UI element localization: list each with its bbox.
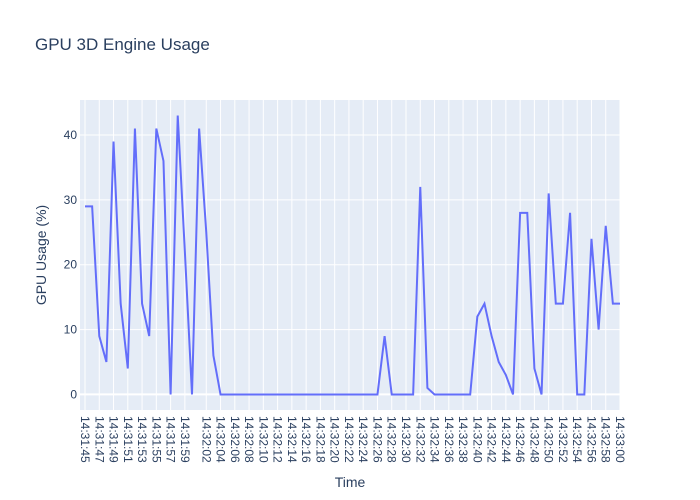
series-line [85, 115, 620, 396]
x-tick-label: 14:32:36 [442, 416, 456, 463]
x-tick-label: 14:32:40 [470, 416, 484, 463]
x-tick-label: 14:32:08 [242, 416, 256, 463]
x-tick-label: 14:32:06 [228, 416, 242, 463]
y-tick-label: 30 [64, 193, 78, 207]
x-tick-label: 14:32:24 [356, 416, 370, 463]
x-tick-label: 14:31:55 [149, 416, 163, 463]
x-tick-label: 14:32:10 [256, 416, 270, 463]
x-tick-label: 14:32:44 [499, 416, 513, 463]
x-tick-label: 14:32:48 [527, 416, 541, 463]
x-axis-title: Time [335, 474, 366, 490]
x-tick-label: 14:32:14 [285, 416, 299, 463]
x-tick-label: 14:32:52 [556, 416, 570, 463]
x-tick-label: 14:32:18 [313, 416, 327, 463]
x-tick-label: 14:32:34 [428, 416, 442, 463]
x-tick-label: 14:32:22 [342, 416, 356, 463]
x-tick-labels: 14:31:45 14:31:47 14:31:49 14:31:51 14:31:53… [78, 416, 627, 463]
chart-title: GPU 3D Engine Usage [35, 35, 210, 54]
x-tick-label: 14:32:46 [513, 416, 527, 463]
x-tick-label: 14:32:58 [599, 416, 613, 463]
x-tick-label: 14:31:51 [121, 416, 135, 463]
x-tick-label: 14:32:20 [328, 416, 342, 463]
x-tick-label: 14:32:54 [570, 416, 584, 463]
x-tick-label: 14:32:30 [399, 416, 413, 463]
x-tick-label: 14:31:53 [135, 416, 149, 463]
y-tick-label: 40 [64, 128, 78, 142]
x-tick-label: 14:32:26 [370, 416, 384, 463]
x-tick-label: 14:33:00 [613, 416, 627, 463]
x-tick-label: 14:32:28 [385, 416, 399, 463]
x-tick-label: 14:32:04 [214, 416, 228, 463]
y-tick-label: 20 [64, 258, 78, 272]
x-tick-label: 14:32:42 [485, 416, 499, 463]
y-tick-labels: 0 10 20 30 40 [64, 128, 78, 401]
x-tick-label: 14:31:59 [178, 416, 192, 463]
x-gridlines [84, 100, 621, 410]
x-tick-label: 14:32:02 [199, 416, 213, 463]
y-axis-title: GPU Usage (%) [33, 205, 49, 305]
x-tick-label: 14:32:50 [542, 416, 556, 463]
x-tick-label: 14:31:49 [107, 416, 121, 463]
x-tick-label: 14:31:57 [164, 416, 178, 463]
x-tick-label: 14:32:12 [271, 416, 285, 463]
x-tick-label: 14:32:56 [584, 416, 598, 463]
y-tick-label: 10 [64, 323, 78, 337]
x-tick-label: 14:32:16 [299, 416, 313, 463]
x-tick-label: 14:32:38 [456, 416, 470, 463]
x-tick-label: 14:31:47 [92, 416, 106, 463]
x-tick-label: 14:31:45 [78, 416, 92, 463]
y-tick-label: 0 [70, 387, 77, 401]
x-tick-label: 14:32:32 [413, 416, 427, 463]
